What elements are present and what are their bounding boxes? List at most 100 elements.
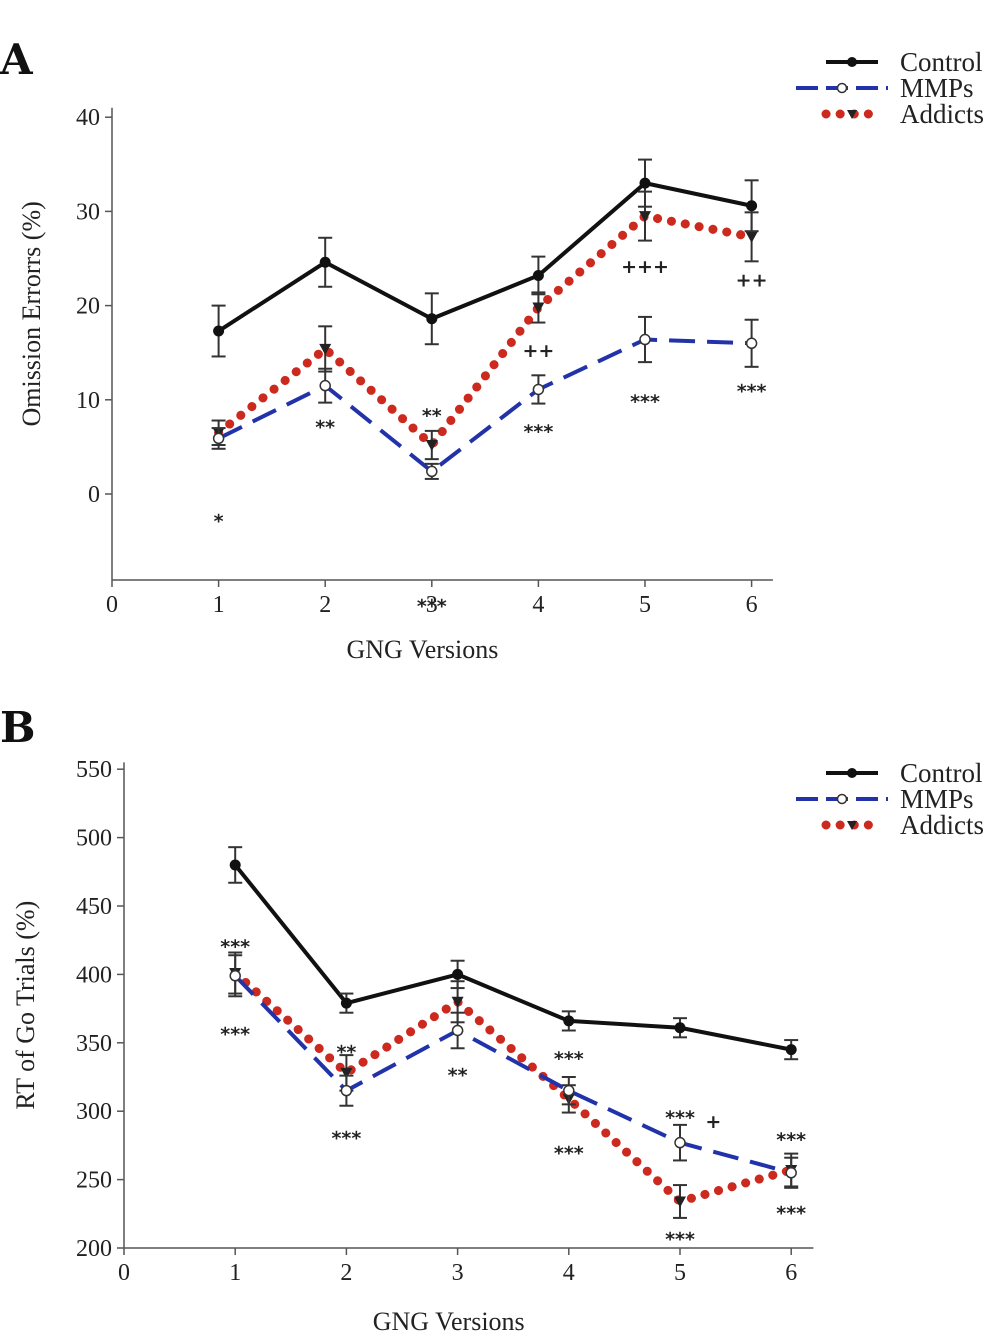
legend-marker-mmps <box>836 793 848 805</box>
y-tick-label: 350 <box>76 1031 112 1057</box>
data-point-control <box>532 269 544 281</box>
x-tick-label: 6 <box>785 1260 797 1286</box>
x-tick-label: 5 <box>639 592 651 618</box>
panel-label: A <box>0 35 34 84</box>
significance-label: *** <box>630 391 660 413</box>
y-tick-label: 30 <box>76 199 100 225</box>
significance-label: ++ <box>736 269 768 291</box>
significance-label: *** <box>776 1203 806 1225</box>
legend-label: Addicts <box>900 810 984 840</box>
data-point-addicts <box>425 440 438 452</box>
significance-label: *** <box>554 1143 584 1165</box>
x-tick-label: 0 <box>118 1260 130 1286</box>
significance-label: *** <box>331 1127 361 1149</box>
x-tick-label: 4 <box>563 1260 575 1286</box>
panel-label: B <box>0 703 36 752</box>
significance-label: + <box>705 1111 721 1133</box>
series-line-addicts <box>230 968 796 1206</box>
x-tick-label: 6 <box>746 592 758 618</box>
x-tick-label: 1 <box>213 592 225 618</box>
significance-label: +++ <box>621 256 669 278</box>
legend-label: MMPs <box>900 784 974 814</box>
data-point-control <box>785 1044 797 1056</box>
significance-label: *** <box>737 381 767 403</box>
x-tick-label: 4 <box>532 592 544 618</box>
significance-label: *** <box>220 1023 250 1045</box>
y-tick-label: 250 <box>76 1168 112 1194</box>
data-point-mmps <box>340 1084 353 1097</box>
legend-marker-control <box>847 57 857 67</box>
series-line-control <box>217 181 753 333</box>
data-point-control <box>319 256 331 268</box>
x-axis-title: GNG Versions <box>346 635 498 664</box>
significance-label: ** <box>422 405 442 427</box>
data-point-control <box>563 1015 575 1027</box>
x-tick-label: 0 <box>106 592 118 618</box>
panel-B: B 200 250 300 350 400 450 500 550 0 1 2 3 4 5 6 GNG Vers… <box>0 703 984 1336</box>
data-point-mmps <box>426 465 438 478</box>
data-point-mmps <box>532 383 545 396</box>
significance-label: *** <box>554 1048 584 1070</box>
y-tick-label: 40 <box>76 105 100 131</box>
y-axis-title: Omission Errorrs (%) <box>17 201 46 426</box>
panel-A: A 0 10 20 30 40 0 1 2 3 4 5 6 GNG Versions Omission Er… <box>0 35 984 664</box>
legend-marker-addicts <box>847 110 857 119</box>
data-point-mmps <box>319 379 331 392</box>
data-point-control <box>452 968 464 980</box>
x-tick-label: 3 <box>452 1260 464 1286</box>
significance-label: ** <box>448 1065 468 1087</box>
series-line-addicts <box>214 211 757 450</box>
significance-label: *** <box>417 595 447 617</box>
data-point-addicts <box>745 231 758 243</box>
y-tick-label: 20 <box>76 294 100 320</box>
significance-label: ** <box>315 416 335 438</box>
data-point-addicts <box>319 343 332 355</box>
significance-label: *** <box>220 936 250 958</box>
y-tick-label: 0 <box>88 482 100 508</box>
series-line-mmps <box>217 337 752 474</box>
data-point-control <box>674 1022 686 1034</box>
significance-label: *** <box>665 1107 695 1129</box>
significance-label: ++ <box>522 340 554 362</box>
data-point-mmps <box>785 1167 797 1179</box>
legend-label: MMPs <box>900 73 974 103</box>
significance-label: *** <box>776 1129 806 1151</box>
y-tick-label: 550 <box>76 757 112 783</box>
data-point-addicts <box>674 1196 686 1208</box>
data-point-mmps <box>745 337 758 350</box>
series-line-control <box>233 863 792 1052</box>
data-point-addicts <box>639 211 651 223</box>
x-tick-label: 3 <box>426 592 438 618</box>
data-point-control <box>746 200 758 212</box>
x-axis-title: GNG Versions <box>373 1307 525 1336</box>
legend-label: Control <box>900 758 983 788</box>
significance-label: * <box>214 511 224 533</box>
significance-label: *** <box>523 421 553 443</box>
legend-marker-addicts <box>847 821 857 830</box>
x-tick-label: 2 <box>340 1260 352 1286</box>
data-point-control <box>213 325 225 337</box>
y-tick-label: 200 <box>76 1236 112 1262</box>
legend-marker-mmps <box>836 82 848 94</box>
x-tick-label: 1 <box>229 1260 241 1286</box>
data-point-mmps <box>229 970 241 982</box>
data-point-addicts <box>451 996 464 1008</box>
y-tick-label: 500 <box>76 826 112 852</box>
y-tick-label: 10 <box>76 388 100 414</box>
legend-label: Addicts <box>900 99 984 129</box>
data-point-mmps <box>212 432 225 445</box>
data-point-mmps <box>674 1136 686 1149</box>
data-point-mmps <box>563 1084 575 1097</box>
y-tick-label: 450 <box>76 894 112 920</box>
significance-label: *** <box>665 1229 695 1251</box>
significance-label: ** <box>336 1041 356 1063</box>
legend-label: Control <box>900 47 983 77</box>
data-point-mmps <box>451 1024 464 1037</box>
y-tick-label: 300 <box>76 1099 112 1125</box>
data-point-mmps <box>639 333 651 346</box>
data-point-control <box>426 313 438 325</box>
y-axis-title: RT of Go Trials (%) <box>11 901 40 1110</box>
data-point-addicts <box>340 1067 353 1079</box>
y-tick-label: 400 <box>76 962 112 988</box>
